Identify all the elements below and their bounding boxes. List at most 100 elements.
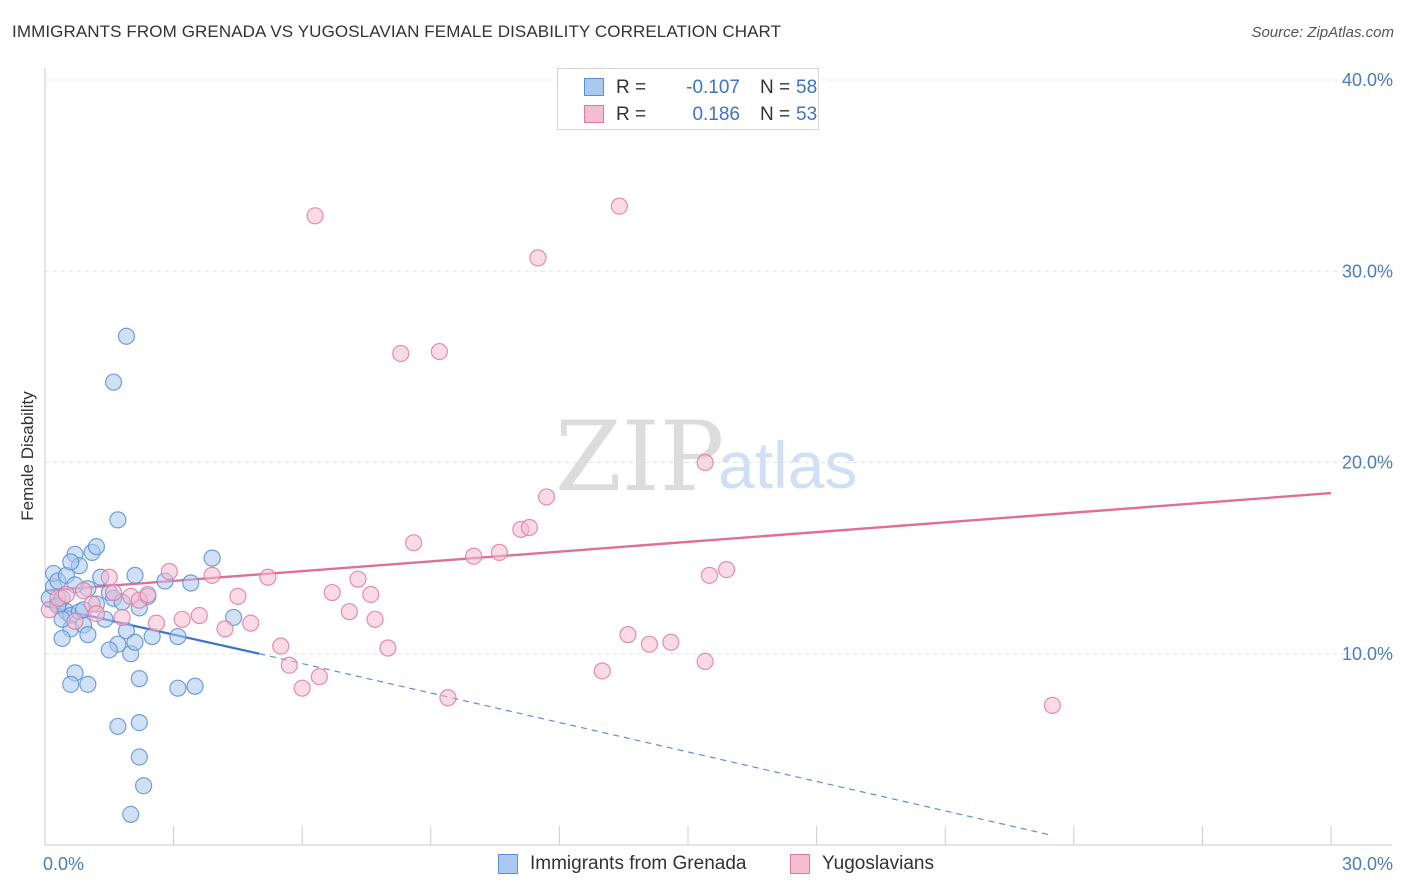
grenada-point <box>109 717 127 736</box>
watermark-atlas: atlas <box>718 428 857 502</box>
grenada-trend-extension <box>259 653 1053 837</box>
y-tick-label: 10.0% <box>1342 644 1393 664</box>
yugoslavian-point <box>310 668 328 686</box>
grenada-point <box>169 627 187 646</box>
legend-n-value: 58 <box>796 77 818 98</box>
yugoslavian-point <box>216 620 234 638</box>
x-tick-label-end: 30.0% <box>1342 854 1393 874</box>
yugoslavian-point <box>465 547 483 565</box>
yugoslavian-point <box>323 583 341 602</box>
yugoslavian-point <box>349 570 367 588</box>
yugoslavian-point <box>490 543 508 561</box>
source-label: Source: ZipAtlas.com <box>1251 24 1394 41</box>
yugoslavian-point <box>104 583 123 602</box>
yugoslavian-point <box>700 566 719 584</box>
grenada-point <box>62 553 80 571</box>
grenada-point <box>169 679 187 697</box>
yugoslavian-point <box>366 610 384 628</box>
grenada-point <box>225 608 243 627</box>
yugoslavian-point <box>392 344 410 363</box>
bottom-legend-swatch-yugoslavians <box>790 854 810 874</box>
legend-n-label: N = <box>760 104 791 125</box>
legend-swatch-yugoslavians <box>584 105 604 123</box>
yugoslavian-point <box>87 604 106 623</box>
yugoslavian-point <box>100 568 118 586</box>
data-points <box>40 197 1061 824</box>
legend-n-label: N = <box>760 77 791 98</box>
yugoslavian-point <box>362 585 380 604</box>
yugoslavian-point <box>66 612 84 630</box>
grenada-point <box>117 327 136 345</box>
axes <box>44 68 1392 846</box>
yugoslavian-point <box>40 601 58 619</box>
legend-r-label: R = <box>616 77 647 98</box>
grenada-point <box>79 626 97 644</box>
y-tick-label: 20.0% <box>1342 453 1393 473</box>
grenada-point <box>130 748 148 766</box>
legend-swatch-grenada <box>584 78 604 96</box>
yugoslavian-point <box>242 614 260 632</box>
yugoslavian-point <box>259 568 277 586</box>
watermark-zip: ZIP <box>555 401 724 513</box>
yugoslavian-point <box>74 582 93 600</box>
legend-n-value: 53 <box>796 104 818 125</box>
bottom-legend-swatch-grenada <box>498 854 518 874</box>
x-tick-label-start: 0.0% <box>43 854 84 874</box>
yugoslavian-trend-line <box>44 491 1332 592</box>
grenada-point <box>87 538 106 556</box>
y-tick-label: 40.0% <box>1342 70 1393 90</box>
yugoslavian-point <box>662 633 680 651</box>
grenada-point <box>109 511 127 529</box>
yugoslavian-point <box>696 652 714 671</box>
bottom-legend-label-yugoslavians: Yugoslavians <box>822 853 934 874</box>
yugoslavian-point <box>717 560 736 579</box>
yugoslavian-point <box>1043 696 1061 714</box>
yugoslavian-point <box>190 606 208 625</box>
yugoslavian-point <box>113 608 131 627</box>
yugoslavian-point <box>280 656 298 674</box>
yugoslavian-point <box>520 518 538 537</box>
yugoslavian-point <box>173 610 191 628</box>
yugoslavian-point <box>696 453 714 472</box>
trend-lines <box>44 491 1332 837</box>
yugoslavian-point <box>379 639 397 657</box>
yugoslavian-point <box>203 566 221 584</box>
yugoslavian-point <box>593 662 611 680</box>
yugoslavian-point <box>147 614 166 632</box>
legend-r-value: -0.107 <box>686 77 740 98</box>
yugoslavian-point <box>405 534 423 552</box>
bottom-legend-label-grenada: Immigrants from Grenada <box>530 853 747 874</box>
yugoslavian-point <box>640 635 659 653</box>
yugoslavian-point <box>340 603 358 621</box>
grenada-point <box>130 670 148 688</box>
grenada-point <box>53 629 71 648</box>
yugoslavian-point <box>229 587 247 605</box>
grenada-point <box>126 633 144 651</box>
yugoslavian-point <box>57 585 76 604</box>
grenada-point <box>122 805 140 824</box>
legend-r-label: R = <box>616 104 647 125</box>
grenada-point <box>79 675 97 693</box>
grenada-point <box>100 641 118 659</box>
yugoslavian-point <box>293 679 311 697</box>
tick-labels: 10.0% 20.0% 30.0% 40.0% 0.0% 30.0% <box>43 70 1393 874</box>
grenada-point <box>130 713 148 732</box>
correlation-legend: R = -0.107 N = 58 R = 0.186 N = 53 <box>557 68 819 130</box>
grenada-point <box>182 574 200 592</box>
yugoslavian-point <box>430 342 448 361</box>
yugoslavian-point <box>529 249 547 267</box>
yugoslavian-point <box>619 626 637 644</box>
grenada-point <box>126 566 144 584</box>
grenada-point <box>134 777 153 795</box>
grenada-point <box>203 549 221 567</box>
yugoslavian-point <box>139 585 157 604</box>
chart-title: IMMIGRANTS FROM GRENADA VS YUGOSLAVIAN F… <box>12 22 782 41</box>
y-tick-label: 30.0% <box>1342 261 1393 281</box>
grenada-point <box>186 677 204 695</box>
grenada-point <box>104 373 123 391</box>
yugoslavian-point <box>306 207 324 225</box>
yugoslavian-point <box>160 562 178 581</box>
yugoslavian-point <box>272 637 290 655</box>
yugoslavian-point <box>537 488 556 506</box>
